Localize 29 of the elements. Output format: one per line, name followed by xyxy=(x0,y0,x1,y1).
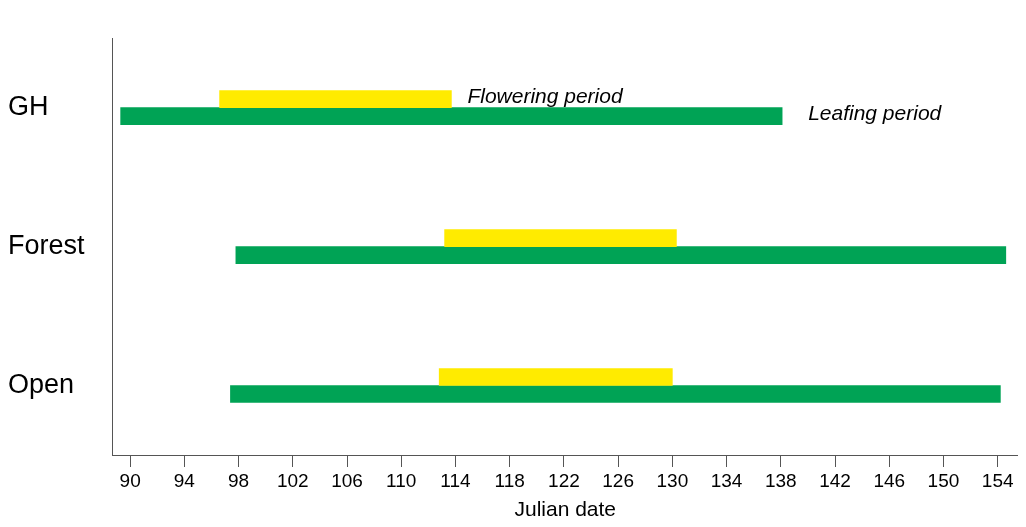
bar xyxy=(444,229,677,247)
x-tick-label: 126 xyxy=(602,469,634,491)
x-tick-label: 150 xyxy=(927,469,960,491)
series-label: Leafing period xyxy=(808,101,943,125)
x-tick-label: 130 xyxy=(656,469,689,491)
x-tick-label: 110 xyxy=(386,469,417,491)
bar xyxy=(219,90,452,108)
x-tick-label: 134 xyxy=(710,469,743,491)
x-tick-label: 90 xyxy=(119,469,141,491)
x-tick-label: 154 xyxy=(981,469,1014,491)
y-tick-label: GH xyxy=(8,91,49,122)
x-tick-label: 102 xyxy=(276,469,309,491)
x-tick-label: 106 xyxy=(331,469,363,491)
y-tick-label: Forest xyxy=(8,230,86,261)
bar xyxy=(438,368,673,386)
x-tick-label: 98 xyxy=(228,469,250,491)
y-tick-label: Open xyxy=(8,368,75,399)
x-tick-label: 114 xyxy=(440,469,472,491)
x-tick-label: 122 xyxy=(548,469,580,491)
x-tick-label: 146 xyxy=(873,469,906,491)
bar xyxy=(120,107,783,125)
series-label: Flowering period xyxy=(467,84,624,108)
x-tick-label: 94 xyxy=(173,469,196,491)
x-tick-label: 118 xyxy=(494,469,525,491)
x-tick-label: 142 xyxy=(819,469,851,491)
bar xyxy=(230,385,1001,403)
x-tick-label: 138 xyxy=(764,469,797,491)
bar xyxy=(235,246,1007,264)
x-axis-title: Julian date xyxy=(514,497,617,521)
